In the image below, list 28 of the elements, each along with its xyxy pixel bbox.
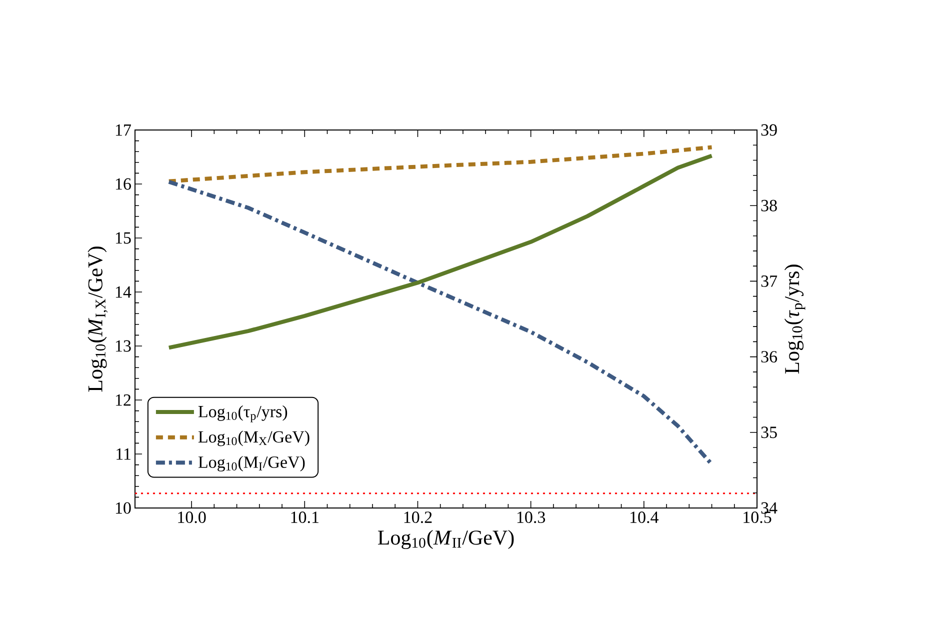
- line-series: [166, 145, 714, 184]
- y-tick-label: 17: [116, 124, 131, 136]
- y2-axis-title: Log$_{10}$(τ$_{p}$/yrs): [784, 264, 806, 374]
- y-tick-label: 12: [116, 394, 131, 406]
- y2-tick-label: 35: [761, 426, 777, 438]
- y2-tick-label: 36: [761, 351, 778, 363]
- y-tick-label: 14: [116, 286, 132, 298]
- legend-label: Log$_{10}$(M$_{X}$/GeV): [198, 430, 310, 446]
- y2-tick-label: 39: [761, 124, 777, 136]
- line-series: [166, 154, 714, 350]
- y-tick-label: 16: [116, 178, 131, 190]
- y-tick-label: 11: [116, 448, 130, 460]
- legend-label: Log$_{10}$(M$_{I}$/GeV): [198, 456, 305, 472]
- legend-label: Log$_{10}$(τ$_{p}$/yrs): [198, 405, 288, 422]
- y-tick-label: 15: [116, 232, 131, 244]
- x-tick-label: 10.3: [517, 512, 546, 524]
- y-tick-label: 10: [116, 502, 131, 514]
- x-tick-label: 10.1: [291, 512, 318, 524]
- x-tick-label: 10.0: [178, 512, 206, 524]
- y2-tick-label: 37: [761, 275, 778, 287]
- x-axis-title: Log$_{10}$(M$_{II}$/GeV): [378, 530, 514, 550]
- x-tick-label: 10.5: [744, 512, 772, 524]
- y-axis-title: Log$_{10}$(M$_{I,X}$/GeV): [88, 246, 108, 392]
- x-tick-label: 10.2: [404, 512, 432, 524]
- x-tick-label: 10.4: [630, 512, 659, 524]
- y2-tick-label: 34: [761, 502, 778, 514]
- y-tick-label: 13: [116, 340, 131, 352]
- y2-tick-label: 38: [761, 200, 777, 212]
